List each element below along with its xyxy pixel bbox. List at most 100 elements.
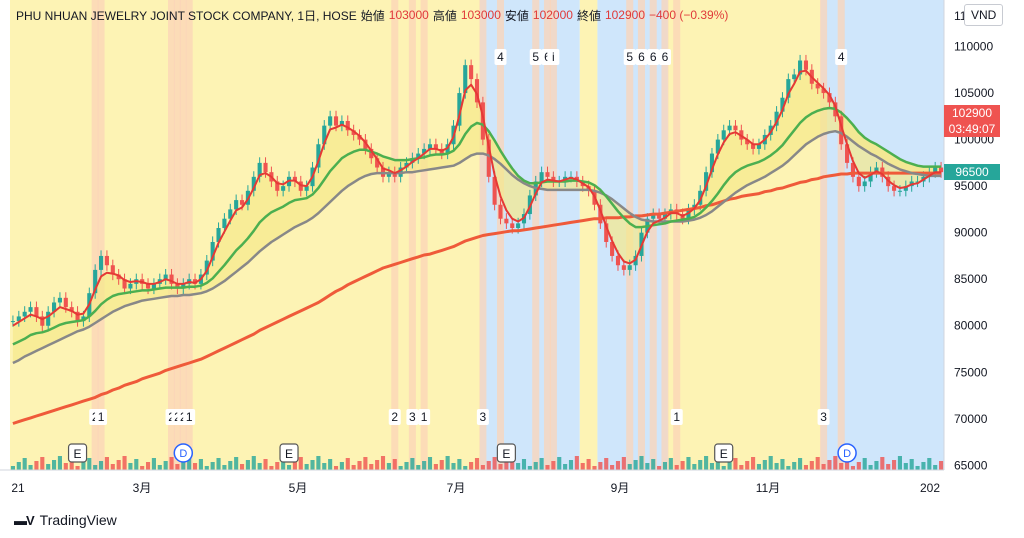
candle-body: [704, 172, 709, 191]
volume-bar: [786, 466, 791, 470]
volume-bar: [304, 464, 309, 470]
candle-body: [933, 167, 938, 173]
candle-body: [416, 153, 421, 159]
volume-bar: [474, 458, 480, 470]
currency-button[interactable]: VND: [964, 4, 1004, 26]
signal-band: [168, 0, 176, 470]
volume-bar: [328, 459, 333, 470]
volume-bar: [516, 463, 521, 470]
volume-bar: [333, 466, 339, 470]
volume-bar: [140, 466, 145, 470]
volume-bar: [351, 465, 356, 470]
volume-bar: [521, 459, 527, 470]
candle-body: [868, 172, 873, 182]
volume-bar: [122, 456, 127, 470]
candle-body: [98, 255, 104, 270]
bottom-marker: 3: [476, 409, 489, 425]
top-marker-box: [623, 49, 636, 65]
top-marker-box: [635, 49, 648, 65]
volume-bar: [815, 457, 820, 470]
earnings-marker: E: [496, 443, 516, 463]
zone-bull-2: [579, 0, 598, 470]
bottom-marker-label: 1: [673, 410, 680, 424]
top-marker: 5: [529, 49, 542, 65]
y-tick-label: 80000: [954, 319, 988, 333]
candle-body: [239, 200, 245, 205]
volume-bar: [897, 456, 902, 470]
price-axis-bg: [944, 0, 1024, 533]
candle-body: [116, 274, 121, 280]
volume-bar: [216, 458, 221, 470]
price-tag-value: 102900: [951, 105, 993, 120]
candle-body: [845, 144, 850, 163]
volume-bar: [651, 459, 656, 470]
volume-bar: [257, 463, 262, 470]
candle-body: [375, 158, 380, 168]
volume-bar: [492, 457, 497, 470]
volume-bar: [809, 461, 814, 470]
brand-name: TradingView: [39, 512, 117, 528]
candle-body: [657, 214, 662, 219]
volume-bar: [498, 464, 503, 470]
volume-bar: [927, 458, 932, 470]
candle-body: [774, 111, 779, 126]
volume-bar: [357, 461, 362, 470]
volume-bar: [410, 458, 415, 470]
x-tick-label: 7月: [447, 481, 466, 495]
candle-body: [709, 153, 715, 173]
earnings-label: E: [74, 447, 82, 461]
volume-bar: [339, 462, 344, 470]
volume-bar: [880, 457, 885, 470]
candle-body: [486, 139, 491, 177]
candle-body: [363, 139, 368, 149]
candle-body: [34, 307, 39, 317]
volume-bar: [933, 465, 938, 470]
candle-body: [181, 283, 186, 289]
volume-bar: [445, 456, 450, 470]
candle-body: [463, 65, 468, 94]
candle-body: [63, 297, 68, 308]
volume-bar: [10, 466, 15, 470]
candle-body: [498, 204, 503, 219]
candle-body: [251, 176, 256, 191]
candle-body: [821, 88, 826, 94]
volume-bar: [792, 462, 797, 470]
tradingview-logo[interactable]: ▬V TradingView: [14, 512, 117, 528]
price-tag: 96500: [944, 164, 1000, 181]
symbol-title: PHU NHUAN JEWELRY JOINT STOCK COMPANY, 1…: [16, 8, 357, 23]
tradingview-mark-icon: ▬V: [14, 512, 35, 528]
volume-bar: [610, 465, 615, 470]
bottom-marker-box: [476, 409, 489, 425]
y-tick-label: 105000: [954, 86, 994, 100]
volume-bar: [457, 459, 462, 470]
volume-bar: [228, 461, 233, 470]
ema-fast-line: [12, 69, 942, 327]
candle-body: [751, 144, 756, 149]
volume-bar: [580, 463, 585, 470]
volume-bar: [715, 459, 720, 470]
candle-body: [392, 172, 397, 177]
volume-bar: [533, 462, 538, 470]
candle-body: [16, 316, 21, 322]
volume-bar: [586, 459, 591, 470]
volume-bar: [210, 462, 215, 470]
bottom-marker-box: [388, 409, 401, 425]
top-marker-label: 5: [532, 50, 539, 64]
volume-bar: [275, 462, 280, 470]
candle-body: [28, 307, 33, 312]
volume-bar: [709, 463, 715, 470]
volume-bar: [151, 458, 156, 470]
volume-bar: [739, 465, 744, 470]
volume-bar: [52, 460, 57, 470]
top-marker: 4: [494, 49, 507, 65]
volume-bar: [845, 459, 850, 470]
volume-bar: [128, 463, 133, 470]
volume-bar: [116, 460, 121, 470]
candle-body: [756, 144, 762, 149]
volume-bar: [850, 466, 856, 470]
candle-body: [333, 116, 339, 126]
candle-body: [145, 283, 151, 289]
